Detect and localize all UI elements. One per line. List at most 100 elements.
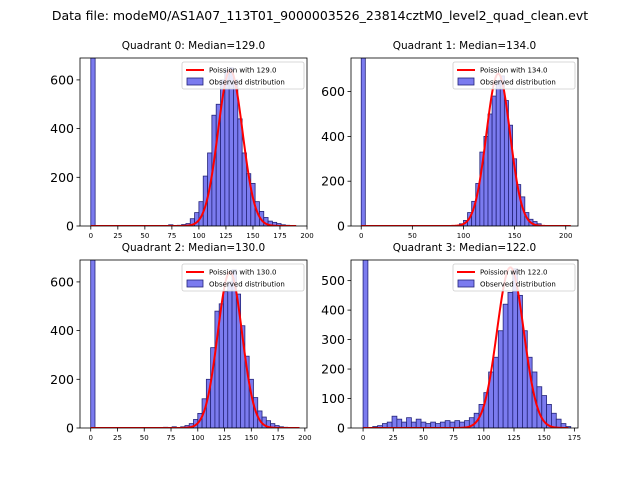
histogram-bar: [415, 418, 422, 428]
x-tick-label: 200: [298, 434, 311, 442]
x-tick-label: 50: [140, 232, 149, 240]
subplot-title: Quadrant 1: Median=134.0: [393, 40, 536, 52]
histogram-bar: [491, 95, 497, 226]
y-tick-label: 200: [321, 362, 345, 377]
poisson-fit-line: [361, 72, 571, 226]
axes-frame: [350, 57, 579, 227]
x-tick-label: 175: [568, 434, 581, 442]
histogram-bar: [495, 80, 501, 226]
y-tick-label: 400: [50, 323, 74, 338]
x-tick-label: 25: [389, 434, 398, 442]
x-tick-label: 75: [167, 232, 176, 240]
x-tick-label: 0: [89, 232, 93, 240]
histogram-bar: [362, 260, 369, 428]
histogram-bar: [228, 67, 234, 226]
histogram-bars: [90, 58, 291, 226]
legend-bar-swatch: [457, 279, 475, 288]
y-tick-label: 400: [321, 129, 345, 144]
x-tick-label: 100: [477, 434, 490, 442]
legend-box: [181, 263, 305, 292]
poisson-fit-line: [90, 69, 297, 226]
histogram-bar: [406, 417, 412, 428]
histogram-bar: [90, 260, 96, 428]
histogram-bar: [241, 152, 247, 226]
histogram-bar: [444, 420, 451, 428]
histogram-bars: [90, 260, 289, 428]
legend: Poission with 122.0 Observed distribution: [452, 263, 576, 292]
histogram-bar: [223, 291, 229, 428]
histogram-bar: [499, 75, 505, 226]
y-tick-label: 0: [337, 219, 345, 234]
y-tick-label: 400: [321, 303, 345, 318]
x-tick-label: 25: [113, 434, 122, 442]
histogram-bar: [237, 118, 243, 226]
x-tick-label: 125: [218, 434, 231, 442]
poisson-fit-line: [363, 266, 569, 428]
histogram-bar: [396, 418, 403, 428]
x-tick-label: 150: [245, 434, 258, 442]
legend-line-label: Poission with 122.0: [480, 269, 548, 277]
y-tick-label: 600: [50, 72, 74, 87]
legend-bar-swatch: [457, 77, 475, 86]
axes-frame: [79, 259, 308, 429]
subplot-quadrant-0: Quadrant 0: Median=129.0 0 25 50 75 100 125 150…: [50, 40, 314, 240]
legend-bar-label: Observed distribution: [480, 79, 556, 87]
legend-box: [181, 61, 305, 90]
x-tick-label: 200: [559, 232, 572, 240]
subplot-quadrant-3: Quadrant 3: Median=122.0 0 25 50 75 100 125 150…: [321, 242, 581, 442]
histogram-bars: [362, 260, 572, 428]
x-tick-label: 150: [508, 232, 521, 240]
subplot-title: Quadrant 0: Median=129.0: [122, 40, 265, 52]
x-tick-label: 175: [273, 232, 286, 240]
x-tick-label: 100: [192, 232, 205, 240]
legend: Poission with 129.0 Observed distribution: [181, 61, 305, 90]
axes-frame: [350, 259, 579, 429]
legend-line-label: Poission with 129.0: [209, 67, 277, 75]
histogram-bar: [497, 330, 504, 428]
legend-bar-swatch: [186, 77, 204, 86]
subplot-title: Quadrant 2: Median=130.0: [122, 242, 265, 254]
y-tick-label: 200: [321, 174, 345, 189]
histogram-bar: [233, 79, 239, 226]
y-tick-label: 200: [50, 372, 74, 387]
x-tick-label: 200: [300, 232, 313, 240]
legend-line-label: Poission with 130.0: [209, 269, 277, 277]
legend-bar-label: Observed distribution: [480, 281, 556, 289]
histogram-bar: [512, 268, 519, 428]
legend-line-label: Poission with 134.0: [480, 67, 548, 75]
legend: Poission with 130.0 Observed distribution: [181, 263, 305, 292]
figure-suptitle: Data file: modeM0/AS1A07_113T01_90000035…: [51, 8, 589, 23]
legend-bar-label: Observed distribution: [209, 281, 285, 289]
y-tick-label: 400: [50, 121, 74, 136]
y-tick-label: 0: [66, 219, 74, 234]
x-tick-label: 0: [361, 434, 365, 442]
histogram-bar: [224, 69, 230, 226]
x-tick-label: 150: [538, 434, 551, 442]
x-tick-label: 25: [113, 232, 122, 240]
legend: Poission with 134.0 Observed distribution: [452, 61, 576, 90]
x-tick-label: 150: [246, 232, 259, 240]
y-tick-label: 600: [50, 274, 74, 289]
x-tick-label: 50: [419, 434, 428, 442]
x-tick-label: 50: [408, 232, 417, 240]
x-tick-label: 100: [191, 434, 204, 442]
y-tick-label: 500: [321, 273, 345, 288]
y-tick-label: 100: [321, 391, 345, 406]
histogram-bar: [493, 356, 499, 428]
x-tick-label: 125: [219, 232, 232, 240]
histogram-bar: [507, 292, 514, 428]
x-tick-label: 75: [167, 434, 176, 442]
histogram-bar: [560, 423, 567, 428]
histogram-bar: [360, 58, 366, 226]
x-tick-label: 75: [449, 434, 458, 442]
histogram-bar: [487, 113, 493, 226]
y-tick-label: 600: [321, 84, 345, 99]
legend-bar-swatch: [186, 279, 204, 288]
histogram-bar: [227, 281, 233, 428]
x-tick-label: 125: [507, 434, 520, 442]
legend-box: [452, 61, 576, 90]
x-tick-label: 175: [271, 434, 284, 442]
y-tick-label: 0: [66, 421, 74, 436]
x-tick-label: 50: [140, 434, 149, 442]
